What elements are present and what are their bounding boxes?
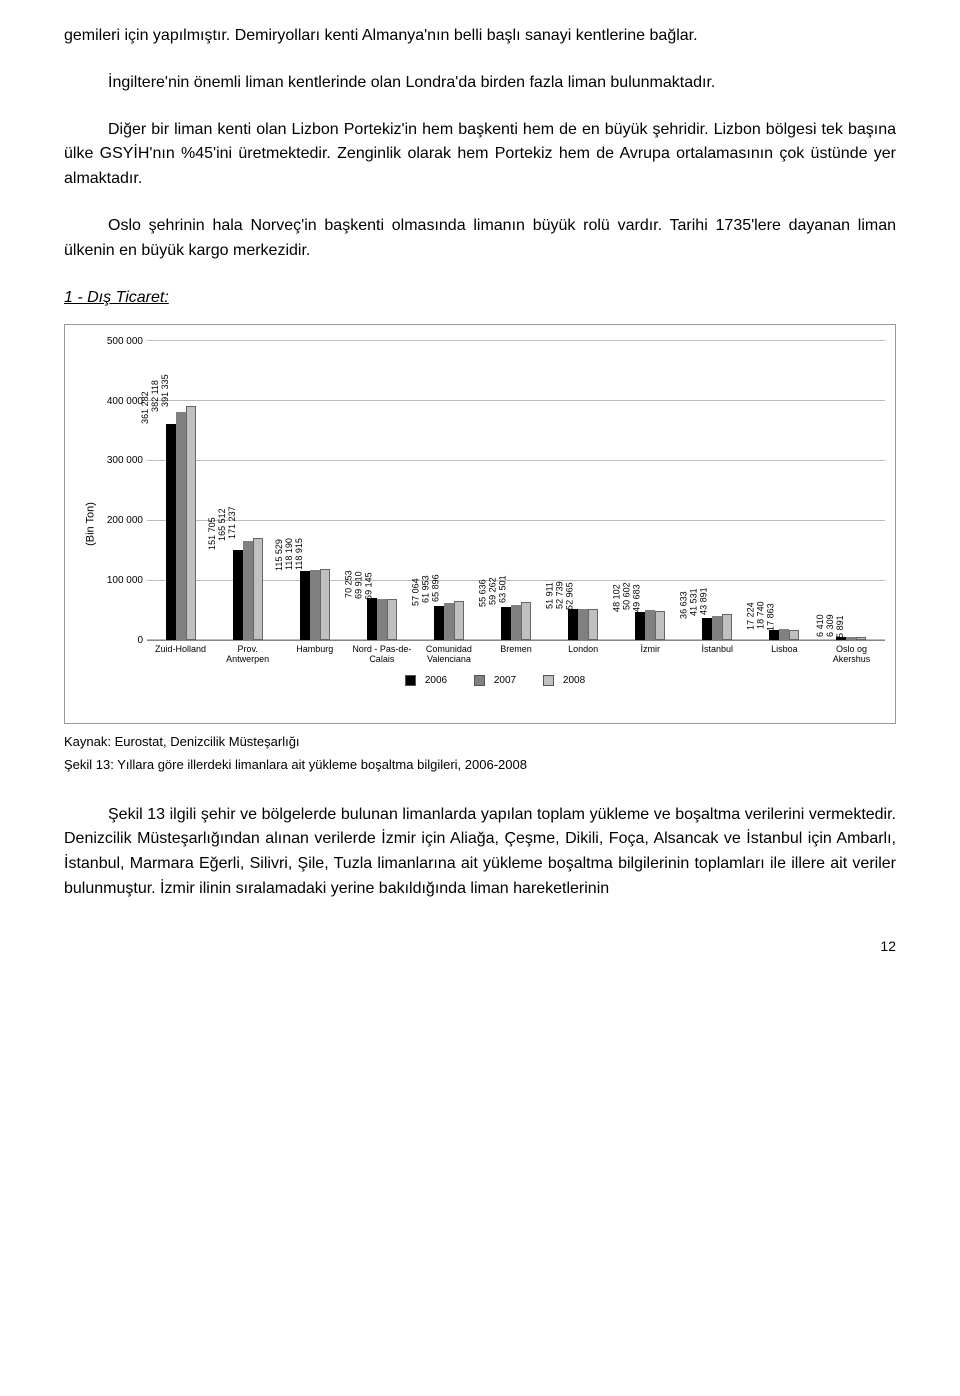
chart-caption: Şekil 13: Yıllara göre illerdeki limanla…: [64, 755, 896, 775]
bar: 165 512: [243, 541, 253, 640]
bar: 151 705: [233, 550, 243, 641]
bar-group: 17 22418 74017 863: [751, 341, 818, 640]
x-tick-label: Lisboa: [751, 643, 818, 667]
paragraph-1: gemileri için yapılmıştır. Demiryolları …: [64, 24, 896, 49]
x-tick-label: İzmir: [617, 643, 684, 667]
bar: 61 953: [444, 603, 454, 640]
bar: 6 309: [846, 637, 856, 641]
bar-value-label: 65 896: [429, 574, 443, 602]
bar-value-label: 391 335: [158, 375, 172, 408]
bar: 57 064: [434, 606, 444, 640]
y-tick-label: 100 000: [97, 573, 143, 589]
paragraph-4: Oslo şehrinin hala Norveç'in başkenti ol…: [64, 214, 896, 264]
x-tick-label: London: [550, 643, 617, 667]
bar: 17 224: [769, 630, 779, 640]
bar: 69 145: [387, 599, 397, 640]
bar: 65 896: [454, 601, 464, 640]
chart-source: Kaynak: Eurostat, Denizcilik Müsteşarlığ…: [64, 732, 896, 752]
bar: 55 636: [501, 607, 511, 640]
bar-group: 115 529118 190118 915: [281, 341, 348, 640]
bar-value-label: 5 891: [834, 615, 848, 638]
y-tick-label: 400 000: [97, 393, 143, 409]
bar: 118 190: [310, 570, 320, 641]
bar-group: 48 10250 60249 683: [617, 341, 684, 640]
bar: 36 633: [702, 618, 712, 640]
bar-group: 6 4106 3095 891: [818, 341, 885, 640]
legend-item-2006: 2006: [399, 673, 453, 689]
x-tick-label: Hamburg: [281, 643, 348, 667]
bar-value-label: 49 683: [631, 584, 645, 612]
bar: 49 683: [655, 611, 665, 641]
bar: 18 740: [779, 629, 789, 640]
bar: 50 602: [645, 610, 655, 640]
legend-label-2007: 2007: [494, 673, 516, 689]
bar-value-label: 69 145: [362, 573, 376, 601]
x-tick-label: Nord - Pas-de-Calais: [348, 643, 415, 667]
paragraph-3: Diğer bir liman kenti olan Lizbon Portek…: [64, 118, 896, 192]
x-tick-label: Prov. Antwerpen: [214, 643, 281, 667]
bar: 43 891: [722, 614, 732, 640]
bar: 41 531: [712, 616, 722, 641]
bar-group: 151 705165 512171 237: [214, 341, 281, 640]
bar-value-label: 43 891: [698, 588, 712, 616]
bar: 51 911: [568, 609, 578, 640]
bar: 69 910: [377, 599, 387, 641]
bar: 382 118: [176, 412, 186, 641]
y-tick-label: 200 000: [97, 513, 143, 529]
bar-value-label: 17 863: [765, 603, 779, 631]
bar: 52 965: [588, 609, 598, 641]
legend-label-2006: 2006: [425, 673, 447, 689]
bar-group: 51 91152 73952 965: [550, 341, 617, 640]
bar: 361 282: [166, 424, 176, 640]
legend-item-2007: 2007: [468, 673, 522, 689]
legend-swatch-2006: [405, 675, 416, 686]
x-tick-label: Zuid-Holland: [147, 643, 214, 667]
section-title: 1 - Dış Ticaret:: [64, 286, 896, 311]
y-tick-label: 0: [97, 633, 143, 649]
bar-value-label: 171 237: [225, 506, 239, 539]
bar-group: 57 06461 95365 896: [415, 341, 482, 640]
bar-value-label: 63 501: [496, 576, 510, 604]
bars-row: 361 282382 118391 335151 705165 512171 2…: [147, 341, 885, 640]
legend-item-2008: 2008: [537, 673, 591, 689]
bar-value-label: 118 915: [293, 538, 307, 570]
bar: 48 102: [635, 612, 645, 641]
bar-group: 55 63659 26263 501: [482, 341, 549, 640]
y-tick-label: 500 000: [97, 334, 143, 350]
bar: 5 891: [856, 637, 866, 641]
chart-legend: 2006 2007 2008: [105, 673, 885, 689]
bar: 70 253: [367, 598, 377, 640]
bar: 59 262: [511, 605, 521, 640]
bar: 52 739: [578, 609, 588, 641]
bar-value-label: 52 965: [563, 582, 577, 610]
bar: 63 501: [521, 602, 531, 640]
paragraph-2: İngiltere'nin önemli liman kentlerinde o…: [64, 71, 896, 96]
bar: 115 529: [300, 571, 310, 640]
x-tick-label: Oslo og Akershus: [818, 643, 885, 667]
legend-label-2008: 2008: [563, 673, 585, 689]
bar: 391 335: [186, 406, 196, 640]
legend-swatch-2008: [543, 675, 554, 686]
bar: 17 863: [789, 630, 799, 641]
bar-group: 70 25369 91069 145: [348, 341, 415, 640]
chart-frame: (Bin Ton) 0100 000200 000300 000400 0005…: [64, 324, 896, 724]
bar: 171 237: [253, 538, 263, 640]
paragraph-5: Şekil 13 ilgili şehir ve bölgelerde bulu…: [64, 803, 896, 902]
x-axis-labels: Zuid-HollandProv. AntwerpenHamburgNord -…: [147, 643, 885, 667]
bar-group: 361 282382 118391 335: [147, 341, 214, 640]
x-tick-label: Bremen: [482, 643, 549, 667]
y-tick-label: 300 000: [97, 453, 143, 469]
chart-area: 0100 000200 000300 000400 000500 000361 …: [147, 341, 885, 641]
x-tick-label: İstanbul: [684, 643, 751, 667]
legend-swatch-2007: [474, 675, 485, 686]
bar: 118 915: [320, 569, 330, 640]
page-number: 12: [64, 936, 896, 958]
bar-group: 36 63341 53143 891: [684, 341, 751, 640]
x-tick-label: Comunidad Valenciana: [415, 643, 482, 667]
